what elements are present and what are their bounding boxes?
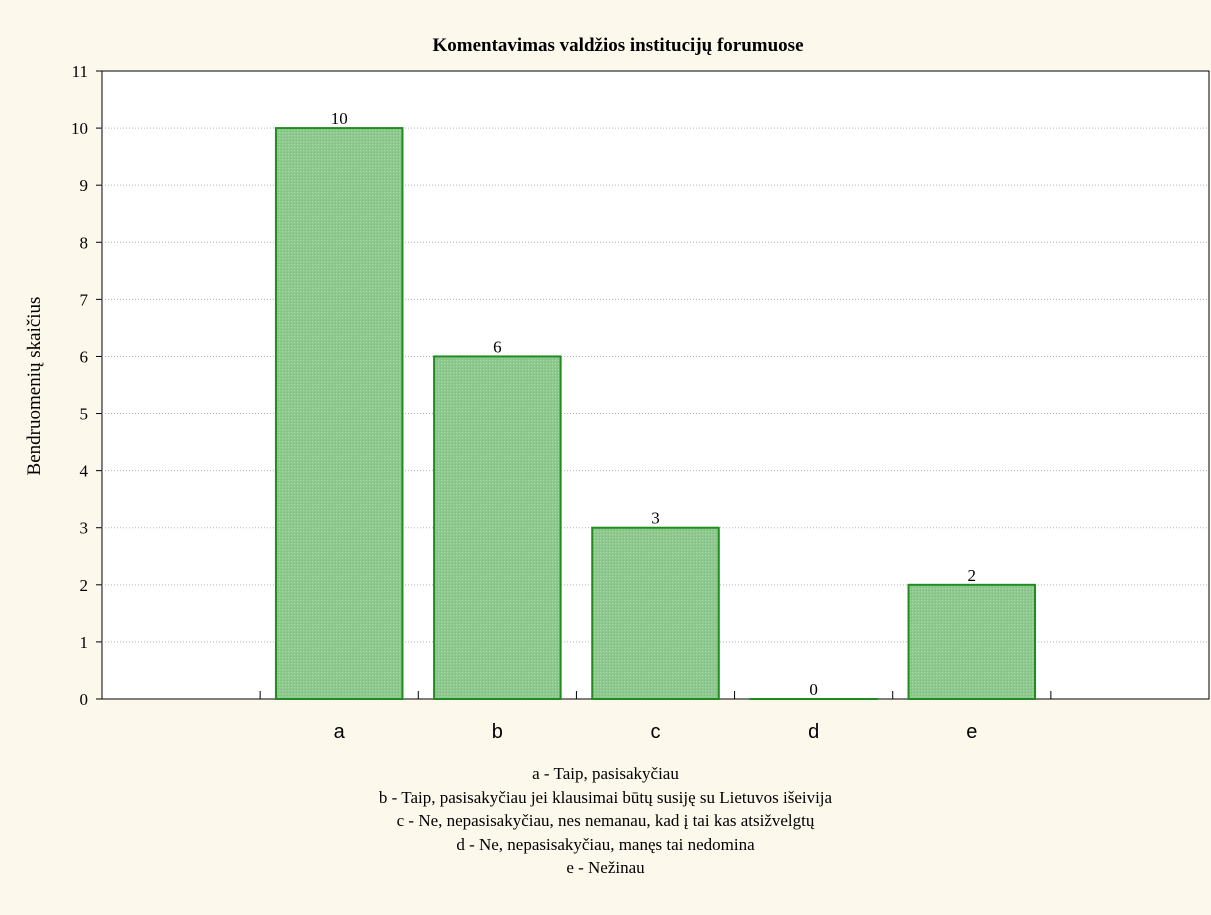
bar-e [907, 583, 1037, 700]
legend-entry-c: c - Ne, nepasisakyčiau, nes nemanau, kad… [396, 811, 815, 830]
data-label-a: 10 [331, 109, 348, 128]
y-tick-label: 0 [80, 690, 89, 709]
x-tick-label-b: b [492, 721, 503, 743]
y-tick-label: 5 [80, 405, 89, 424]
legend-entry-e: e - Nežinau [566, 858, 645, 877]
data-label-e: 2 [968, 566, 977, 585]
bar-c [591, 526, 720, 701]
x-axis: a b c d e [259, 691, 1052, 743]
y-tick-label: 9 [80, 176, 89, 195]
y-axis: 0 1 2 3 4 5 6 7 8 9 10 11 [71, 62, 102, 709]
x-tick-label-d: d [808, 721, 819, 743]
x-tick-label-e: e [966, 721, 977, 743]
data-label-b: 6 [493, 337, 502, 356]
legend-entry-d: d - Ne, nepasisakyčiau, manęs tai nedomi… [456, 834, 755, 854]
y-tick-label: 11 [72, 62, 88, 81]
legend-entry-b: b - Taip, pasisakyčiau jei klausimai būt… [378, 787, 833, 807]
y-tick-label: 7 [80, 290, 89, 309]
bars: 10 6 3 0 2 [274, 109, 1037, 701]
data-label-c: 3 [651, 509, 660, 528]
y-tick-label: 1 [80, 633, 89, 652]
x-tick-label-a: a [334, 721, 346, 743]
y-axis-label: Bendruomenių skaičius [24, 297, 45, 476]
chart-title: Komentavimas valdžios institucijų forumu… [432, 35, 803, 56]
category-legend: a - Taip, pasisakyčiau b - Taip, pasisak… [0, 762, 1211, 880]
y-tick-label: 8 [80, 233, 89, 252]
bar-b [433, 355, 562, 700]
y-tick-label: 4 [80, 462, 89, 481]
y-tick-label: 3 [80, 519, 89, 538]
data-label-d: 0 [809, 680, 818, 699]
legend-entry-a: a - Taip, pasisakyčiau [532, 764, 679, 783]
x-tick-label-c: c [651, 721, 661, 743]
y-tick-label: 10 [71, 119, 88, 138]
bar-a [274, 127, 404, 701]
y-tick-label: 2 [80, 576, 89, 595]
y-tick-label: 6 [80, 347, 89, 366]
